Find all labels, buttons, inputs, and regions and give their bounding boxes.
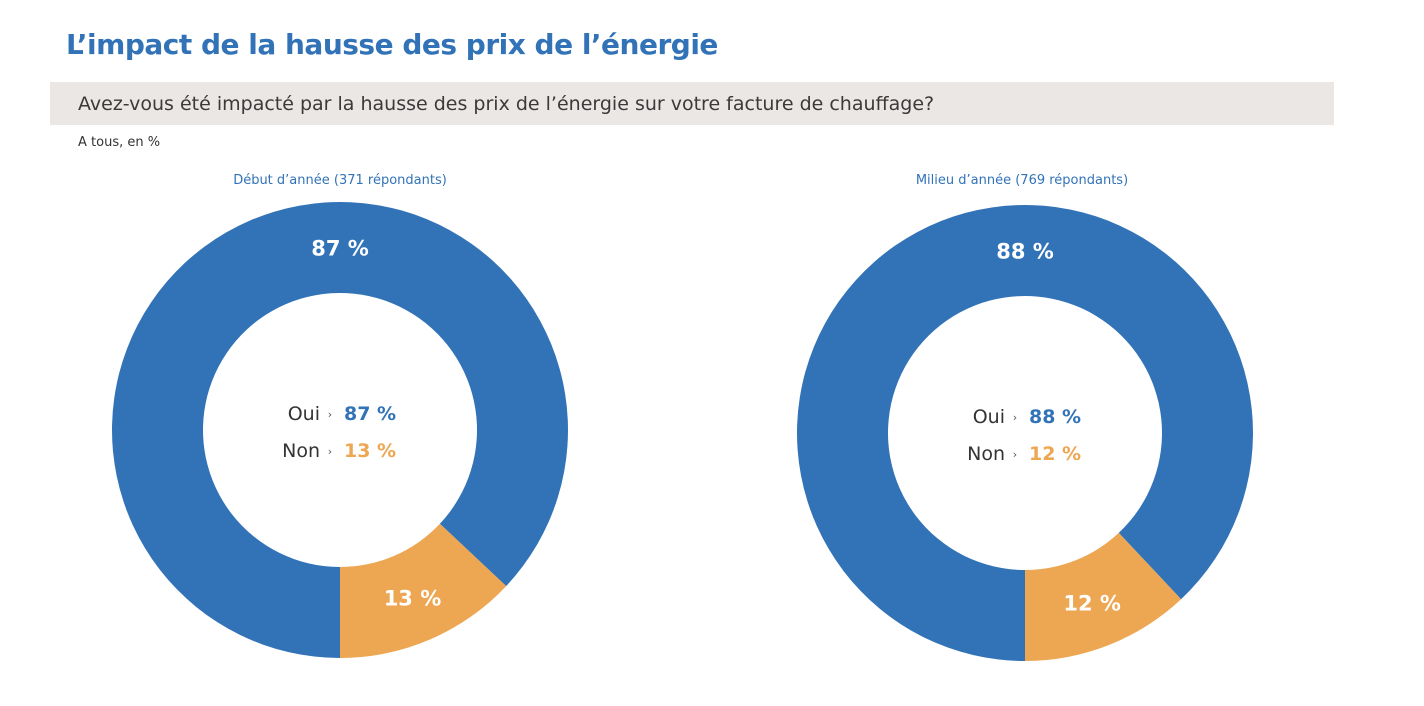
- legend-value-oui-1: 87 %: [344, 403, 396, 425]
- slice-oui-2: [797, 205, 1254, 661]
- slice-non-2: [1025, 532, 1182, 661]
- chevron-right-icon: ›: [1013, 448, 1017, 461]
- page-title: L’impact de la hausse des prix de l’éner…: [66, 28, 718, 61]
- legend-oui-1: Oui: [288, 403, 320, 425]
- legend-value-non-1: 13 %: [344, 440, 396, 462]
- chevron-right-icon: ›: [1013, 411, 1017, 424]
- base-note: A tous, en %: [78, 135, 161, 150]
- legend-value-oui-2: 88 %: [1029, 406, 1081, 428]
- data-label-non-1: 13 %: [384, 586, 442, 610]
- slice-oui-1: [112, 202, 569, 659]
- chevron-right-icon: ›: [328, 408, 332, 421]
- chart-title-2: Milieu d’année (769 répondants): [915, 173, 1129, 188]
- legend-value-non-2: 12 %: [1029, 443, 1081, 465]
- legend-non-2: Non: [967, 443, 1005, 465]
- data-label-oui-1: 87 %: [311, 237, 369, 261]
- question-band: [50, 82, 1334, 125]
- data-label-non-2: 12 %: [1063, 592, 1121, 616]
- legend-oui-2: Oui: [973, 406, 1005, 428]
- chevron-right-icon: ›: [328, 445, 332, 458]
- data-label-oui-2: 88 %: [996, 240, 1054, 264]
- question-text: Avez-vous été impacté par la hausse des …: [78, 93, 935, 115]
- legend-non-1: Non: [282, 440, 320, 462]
- chart-title-1: Début d’année (371 répondants): [233, 173, 447, 188]
- slice-non-1: [340, 523, 507, 658]
